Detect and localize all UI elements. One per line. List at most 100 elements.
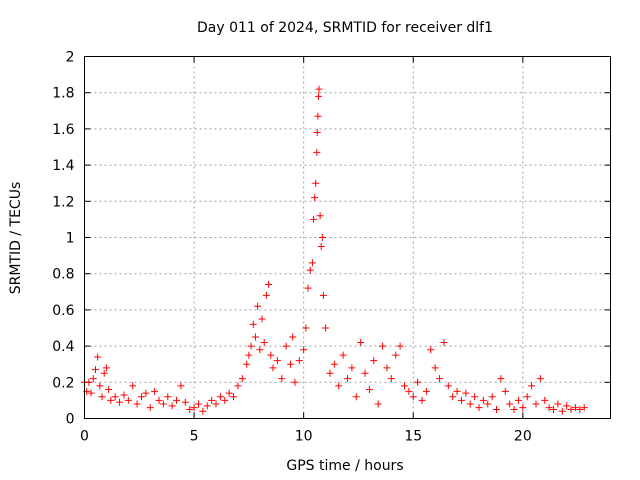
data-point xyxy=(319,291,327,299)
data-point xyxy=(576,405,584,413)
y-tick-label: 2 xyxy=(66,50,75,66)
data-point xyxy=(300,346,308,354)
data-point xyxy=(387,375,395,383)
data-point xyxy=(212,400,220,408)
x-tick-label: 10 xyxy=(295,429,313,445)
data-point xyxy=(133,400,141,408)
data-point xyxy=(287,360,295,368)
data-point xyxy=(449,393,457,401)
data-point xyxy=(256,346,264,354)
data-point xyxy=(190,404,198,412)
x-tick-label: 0 xyxy=(80,429,89,445)
data-point xyxy=(203,402,211,410)
chart-title: Day 011 of 2024, SRMTID for receiver dlf… xyxy=(197,20,493,36)
data-point xyxy=(510,405,518,413)
data-point xyxy=(120,391,128,399)
data-point xyxy=(216,393,224,401)
axis-ticks xyxy=(84,56,611,419)
data-point xyxy=(282,342,290,350)
y-tick-label: 0.8 xyxy=(52,267,74,283)
data-point xyxy=(318,234,326,241)
data-point xyxy=(571,404,579,412)
data-point xyxy=(493,405,501,413)
data-point xyxy=(418,396,426,404)
data-point xyxy=(310,215,318,223)
data-point xyxy=(94,353,102,361)
data-point xyxy=(85,378,93,386)
y-tick-label: 1.4 xyxy=(52,158,74,174)
data-point xyxy=(514,396,522,404)
y-tick-label: 1.6 xyxy=(52,122,74,138)
data-point xyxy=(265,281,273,289)
y-tick-label: 0.4 xyxy=(52,339,74,355)
data-point xyxy=(124,396,132,404)
data-point xyxy=(317,243,325,251)
data-point xyxy=(479,396,487,404)
data-point xyxy=(107,396,115,404)
data-point xyxy=(221,396,229,404)
data-point xyxy=(168,402,176,410)
data-point xyxy=(311,194,319,202)
data-point xyxy=(315,85,323,93)
data-point xyxy=(98,393,106,401)
grid-lines xyxy=(84,56,611,419)
data-point xyxy=(383,364,391,372)
y-tick-label: 1.2 xyxy=(52,194,74,210)
data-point xyxy=(580,404,588,412)
data-point xyxy=(247,342,255,350)
data-point xyxy=(111,393,119,401)
y-tick-label: 1 xyxy=(66,231,75,247)
data-point xyxy=(260,338,268,346)
data-point xyxy=(243,360,251,368)
data-point xyxy=(427,346,435,354)
data-point xyxy=(262,291,270,299)
data-point xyxy=(155,396,163,404)
data-point xyxy=(536,375,544,383)
data-point xyxy=(313,148,321,156)
data-point xyxy=(129,382,137,390)
data-point xyxy=(225,389,233,397)
y-tick-label: 1.8 xyxy=(52,86,74,102)
data-point xyxy=(365,386,373,394)
data-point xyxy=(422,387,430,395)
data-point xyxy=(444,382,452,390)
data-point xyxy=(105,386,113,394)
tick-labels: 00.20.40.60.811.21.41.61.820 5 10 15 20 xyxy=(52,50,532,445)
data-point xyxy=(116,398,124,406)
data-point xyxy=(462,389,470,397)
data-point xyxy=(173,396,181,404)
data-point xyxy=(370,357,378,365)
data-point xyxy=(414,378,422,386)
data-point xyxy=(258,315,266,323)
data-point xyxy=(230,393,238,401)
data-point xyxy=(269,364,277,372)
data-point xyxy=(532,400,540,408)
data-point xyxy=(199,407,207,415)
data-point xyxy=(273,357,281,365)
data-point xyxy=(313,129,321,137)
x-axis-label: GPS time / hours xyxy=(286,458,403,474)
data-point xyxy=(249,320,257,328)
data-point xyxy=(186,405,194,413)
data-point xyxy=(96,382,104,390)
data-point xyxy=(488,393,496,401)
data-point xyxy=(541,396,549,404)
data-point xyxy=(471,393,479,401)
data-point xyxy=(245,351,253,359)
data-point xyxy=(457,396,465,404)
data-point xyxy=(392,351,400,359)
data-point xyxy=(409,393,417,401)
data-point xyxy=(558,407,566,415)
data-point xyxy=(289,333,297,341)
data-point xyxy=(100,369,108,377)
data-point xyxy=(308,259,316,267)
y-tick-label: 0.2 xyxy=(52,375,74,391)
data-point xyxy=(330,360,338,368)
data-point xyxy=(554,400,562,408)
data-points xyxy=(81,85,588,415)
data-point xyxy=(335,382,343,390)
data-point xyxy=(528,382,536,390)
data-point xyxy=(251,333,259,341)
data-point xyxy=(339,351,347,359)
